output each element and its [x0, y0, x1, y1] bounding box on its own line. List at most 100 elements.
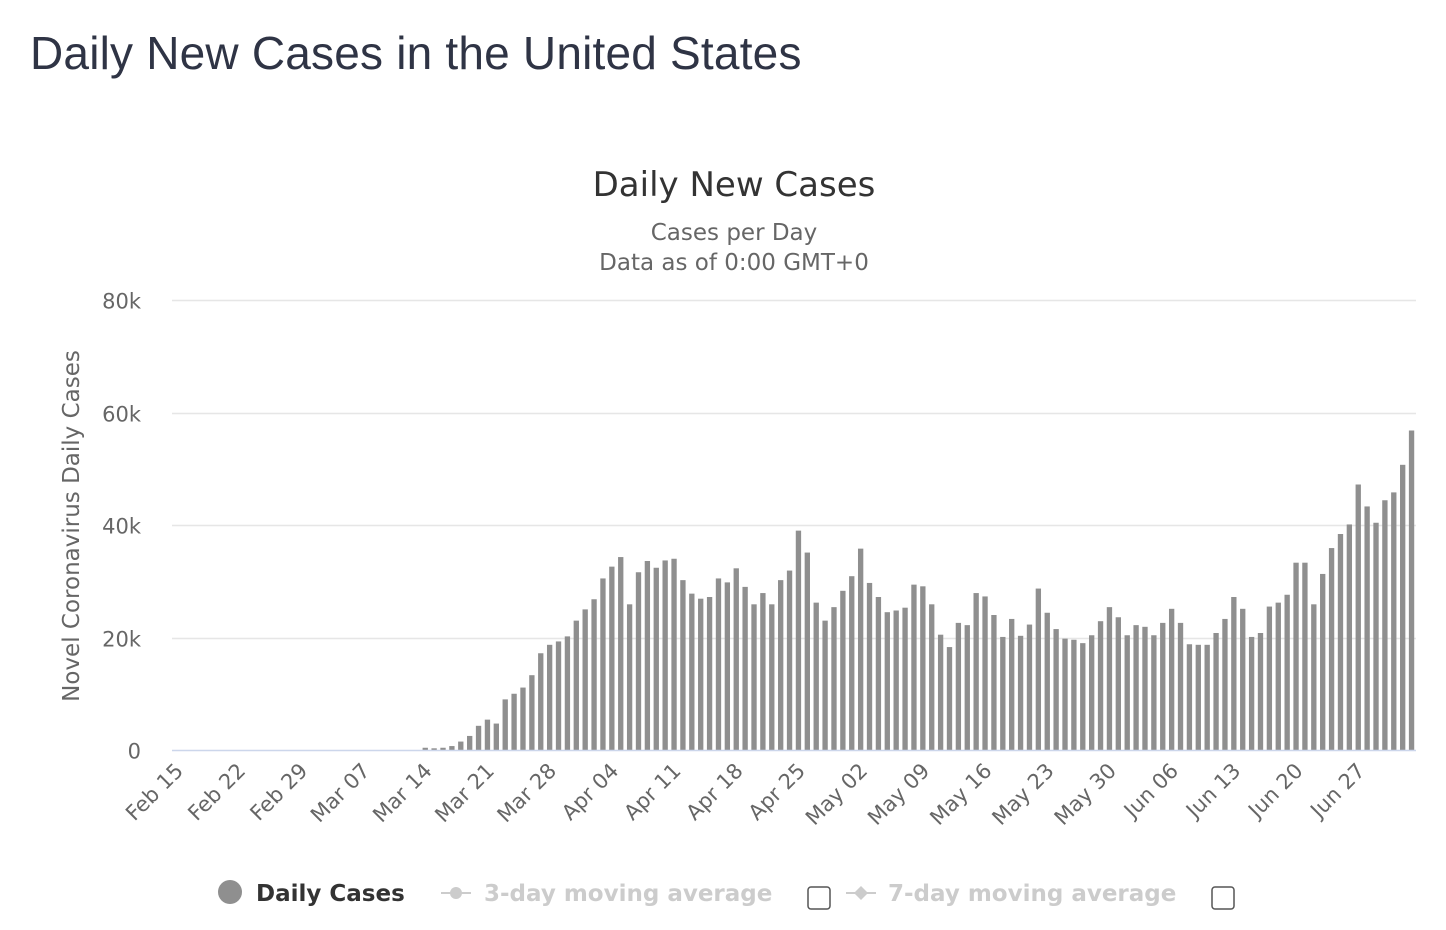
bar[interactable] — [813, 602, 819, 751]
bar[interactable] — [1115, 617, 1121, 750]
bar[interactable] — [733, 568, 739, 750]
bar[interactable] — [1000, 636, 1006, 750]
bar[interactable] — [795, 530, 802, 751]
bar[interactable] — [840, 590, 846, 750]
bar[interactable] — [1240, 608, 1246, 750]
bar[interactable] — [893, 610, 899, 751]
bar[interactable] — [1248, 636, 1255, 750]
bar[interactable] — [1142, 626, 1148, 750]
bar[interactable] — [689, 593, 695, 751]
bar[interactable] — [1231, 597, 1237, 750]
bar[interactable] — [626, 604, 633, 750]
legend-item-daily-cases[interactable]: Daily Cases — [218, 880, 405, 907]
bar[interactable] — [1106, 607, 1113, 751]
bar[interactable] — [1373, 522, 1379, 750]
bar[interactable] — [1160, 622, 1166, 751]
bar[interactable] — [715, 578, 722, 750]
bar[interactable] — [1026, 624, 1033, 750]
bar[interactable] — [964, 625, 970, 751]
bar[interactable] — [804, 552, 810, 750]
bar[interactable] — [1151, 635, 1157, 750]
bar[interactable] — [591, 599, 597, 750]
bar[interactable] — [920, 586, 926, 750]
bar[interactable] — [1080, 643, 1086, 751]
bar[interactable] — [1071, 639, 1077, 750]
bar[interactable] — [955, 622, 962, 751]
bar[interactable] — [1382, 500, 1388, 750]
bar[interactable] — [1346, 524, 1353, 750]
bar[interactable] — [618, 557, 624, 750]
bar[interactable] — [1293, 562, 1299, 750]
legend-item-7-day-average[interactable]: 7-day moving average — [846, 881, 1176, 907]
bar[interactable] — [573, 620, 579, 751]
bar[interactable] — [1408, 430, 1415, 751]
bar[interactable] — [1257, 633, 1264, 750]
bar[interactable] — [609, 566, 615, 751]
bar[interactable] — [1089, 635, 1095, 750]
bar[interactable] — [555, 641, 562, 750]
bar[interactable] — [1213, 633, 1219, 750]
bar[interactable] — [653, 567, 659, 750]
bar[interactable] — [1168, 608, 1175, 750]
bar[interactable] — [546, 644, 553, 750]
bar[interactable] — [1035, 588, 1042, 750]
bar[interactable] — [1284, 594, 1290, 750]
bar[interactable] — [973, 593, 979, 750]
bar[interactable] — [1311, 604, 1317, 750]
checkbox-7-day-average[interactable] — [1211, 886, 1235, 910]
bar[interactable] — [1204, 644, 1210, 750]
bar[interactable] — [582, 609, 588, 751]
bar[interactable] — [937, 634, 944, 750]
bar[interactable] — [778, 580, 784, 751]
bar[interactable] — [1044, 612, 1050, 750]
bar-series-daily-cases[interactable] — [422, 430, 1415, 751]
bar[interactable] — [1062, 638, 1068, 751]
bar[interactable] — [484, 719, 491, 751]
bar[interactable] — [422, 747, 428, 750]
bar[interactable] — [1337, 534, 1344, 750]
bar[interactable] — [751, 604, 757, 750]
bar[interactable] — [493, 723, 499, 750]
bar[interactable] — [467, 735, 473, 750]
bar[interactable] — [724, 582, 731, 751]
bar[interactable] — [982, 596, 988, 750]
bar[interactable] — [502, 699, 508, 751]
bar[interactable] — [475, 725, 482, 750]
bar[interactable] — [635, 572, 642, 750]
bar[interactable] — [662, 560, 668, 750]
bar[interactable] — [769, 604, 775, 750]
bar[interactable] — [1222, 618, 1228, 750]
bar[interactable] — [706, 597, 713, 750]
bar[interactable] — [760, 593, 766, 750]
bar[interactable] — [680, 580, 686, 751]
bar[interactable] — [1355, 484, 1361, 751]
bar[interactable] — [849, 576, 855, 750]
bar[interactable] — [1302, 562, 1308, 750]
bar[interactable] — [946, 647, 953, 750]
bar[interactable] — [1009, 618, 1015, 750]
bar[interactable] — [786, 570, 793, 750]
bar[interactable] — [698, 598, 704, 750]
legend-item-3-day-average[interactable]: 3-day moving average — [441, 881, 772, 907]
bar[interactable] — [831, 607, 837, 751]
bar[interactable] — [1177, 622, 1184, 751]
bar[interactable] — [1053, 629, 1059, 750]
bar[interactable] — [1275, 602, 1281, 751]
bar[interactable] — [1124, 635, 1130, 750]
checkbox-3-day-average[interactable] — [807, 886, 831, 910]
bar[interactable] — [1266, 606, 1273, 750]
bar[interactable] — [902, 607, 908, 750]
bar[interactable] — [1364, 506, 1370, 750]
bar[interactable] — [564, 636, 571, 751]
bar[interactable] — [529, 675, 535, 750]
bar[interactable] — [1320, 573, 1326, 750]
bar[interactable] — [1097, 621, 1104, 750]
bar[interactable] — [742, 586, 748, 751]
bar[interactable] — [511, 693, 517, 750]
bar[interactable] — [884, 612, 890, 750]
bar[interactable] — [600, 578, 606, 750]
bar[interactable] — [1195, 644, 1201, 750]
bar[interactable] — [449, 746, 455, 750]
bar[interactable] — [911, 584, 917, 751]
bar[interactable] — [1400, 464, 1406, 750]
